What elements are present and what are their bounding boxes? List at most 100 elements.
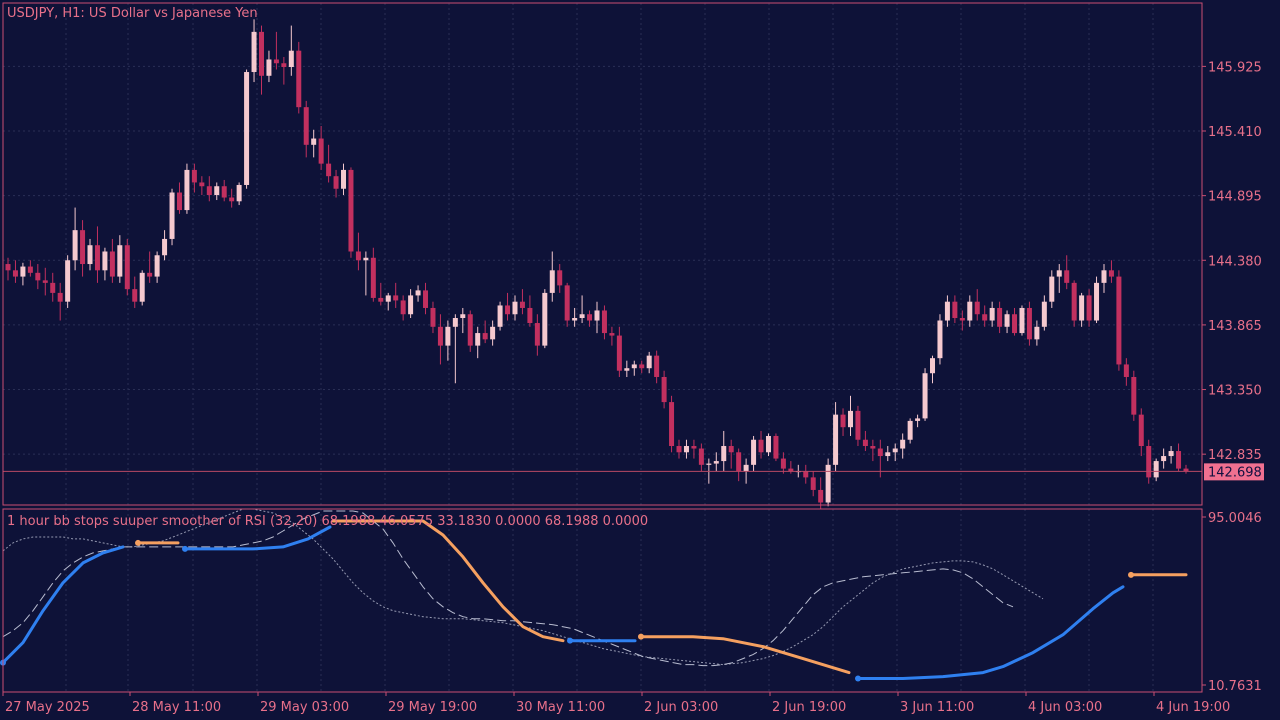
candle xyxy=(154,251,160,283)
candle xyxy=(1123,358,1129,386)
candle xyxy=(773,433,779,462)
panel-frames xyxy=(2,2,1203,693)
candle xyxy=(355,232,361,271)
indicator-band-dotted xyxy=(2,508,1044,666)
candle xyxy=(512,295,518,321)
candle xyxy=(236,182,242,206)
candle-body xyxy=(542,292,548,346)
candle-body xyxy=(370,257,376,298)
candle xyxy=(698,443,704,472)
candle-body xyxy=(147,272,153,277)
price-tick-label: 143.865 xyxy=(1208,319,1262,334)
candle xyxy=(683,439,689,459)
time-tick-label: 4 Jun 19:00 xyxy=(1156,700,1230,715)
candle xyxy=(296,41,302,114)
price-tick-label: 142.835 xyxy=(1208,448,1262,463)
candle xyxy=(944,295,950,327)
candle xyxy=(989,301,995,327)
candle xyxy=(378,282,384,306)
candle xyxy=(370,247,376,302)
candle-body xyxy=(1168,451,1174,457)
candle xyxy=(452,314,458,384)
candle-body xyxy=(1116,276,1122,365)
candle-body xyxy=(877,448,883,457)
candle xyxy=(72,207,78,271)
candle-body xyxy=(87,245,93,265)
candle-body xyxy=(1004,314,1010,327)
candle xyxy=(35,264,41,290)
candle-body xyxy=(5,264,11,271)
candle-body xyxy=(706,463,712,465)
candle-body xyxy=(944,301,950,321)
candle xyxy=(400,295,406,321)
candle-body xyxy=(721,446,727,462)
candle-body xyxy=(765,435,771,453)
candle-body xyxy=(1086,295,1092,321)
candle-body xyxy=(698,448,704,465)
candle-body xyxy=(109,251,115,277)
candle-body xyxy=(452,318,458,327)
candle-body xyxy=(825,464,831,503)
candle-body xyxy=(512,301,518,315)
candle-body xyxy=(221,186,227,198)
price-panel-frame xyxy=(2,2,1203,506)
candle-body xyxy=(191,169,197,183)
candle-body xyxy=(27,266,33,273)
candle xyxy=(930,355,936,384)
candle-body xyxy=(669,402,675,447)
candle-body xyxy=(780,458,786,469)
candle-body xyxy=(1049,276,1055,302)
candle xyxy=(624,360,630,377)
candle-body xyxy=(833,414,839,465)
candle-body xyxy=(534,323,540,346)
candle xyxy=(959,310,965,331)
candle xyxy=(922,368,928,421)
candle xyxy=(855,405,861,447)
candle-body xyxy=(42,280,48,283)
candle xyxy=(751,435,757,472)
indicator-tick-label: 10.7631 xyxy=(1208,679,1262,694)
candle-body xyxy=(751,439,757,465)
candle-body xyxy=(94,245,100,271)
candle xyxy=(646,351,652,374)
stop-segment xyxy=(331,519,565,643)
candle xyxy=(288,25,294,76)
candle-body xyxy=(870,446,876,449)
candle-body xyxy=(1108,270,1114,277)
candle-body xyxy=(1183,468,1189,472)
candle xyxy=(333,169,339,198)
candle xyxy=(1064,255,1070,290)
candle xyxy=(50,272,56,302)
candle xyxy=(65,255,71,308)
candle xyxy=(303,100,309,158)
stop-segment xyxy=(182,525,332,552)
candle-body xyxy=(1101,270,1107,283)
candle-body xyxy=(475,333,481,346)
candle-body xyxy=(236,184,242,202)
stop-dot xyxy=(567,637,573,644)
candle-body xyxy=(132,289,138,302)
candle-body xyxy=(490,326,496,340)
candle xyxy=(1146,439,1152,484)
candle-body xyxy=(1041,301,1047,327)
candle-body xyxy=(12,270,18,277)
candle-body xyxy=(930,358,936,374)
candle-body xyxy=(691,446,697,449)
candle-body xyxy=(1138,414,1144,447)
candle-body xyxy=(549,270,555,293)
candle xyxy=(423,282,429,315)
candle xyxy=(803,464,809,484)
candle xyxy=(162,230,168,261)
candle xyxy=(1012,307,1018,336)
candle-body xyxy=(631,364,637,369)
candle xyxy=(206,176,212,202)
candle xyxy=(1056,264,1062,293)
candle xyxy=(557,264,563,293)
candle-body xyxy=(296,50,302,108)
candle-body xyxy=(482,333,488,340)
candle xyxy=(818,477,824,509)
price-tick-label: 145.410 xyxy=(1208,125,1262,140)
candle xyxy=(915,414,921,428)
candle xyxy=(27,260,33,277)
